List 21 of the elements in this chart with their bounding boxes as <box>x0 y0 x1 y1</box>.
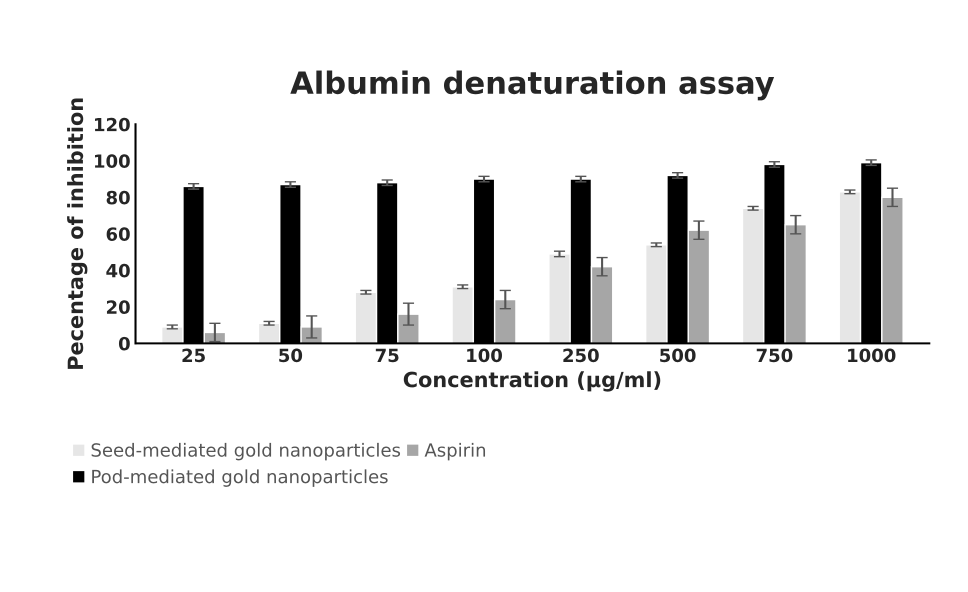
x-tick-label: 1000 <box>848 348 896 362</box>
y-tick-label: 100 <box>95 154 130 168</box>
x-tick-label: 500 <box>660 348 696 362</box>
x-tick-label: 25 <box>182 348 205 362</box>
y-tick-label: 40 <box>106 264 130 278</box>
y-tick-label: 20 <box>106 300 130 314</box>
legend-label: Seed-mediated gold nanoparticles <box>92 442 400 460</box>
y-tick-label: 80 <box>106 190 130 204</box>
x-tick-label: 75 <box>376 348 398 362</box>
y-tick-label: 0 <box>118 336 130 350</box>
x-tick-label: 250 <box>563 348 599 362</box>
y-tick-label: 120 <box>95 118 130 132</box>
x-tick-label: 50 <box>279 348 302 362</box>
x-tick-label: 750 <box>756 348 792 362</box>
legend-label: Aspirin <box>424 442 486 460</box>
y-tick-label: 60 <box>106 227 130 241</box>
y-axis-title: Pecentage of inhibition <box>67 98 88 369</box>
chart-title: Albumin denaturation assay <box>290 70 774 100</box>
x-axis-title: Concentration (µg/ml) <box>404 371 660 392</box>
x-tick-label: 100 <box>467 348 502 362</box>
legend-label: Pod-mediated gold nanoparticles <box>92 469 388 487</box>
